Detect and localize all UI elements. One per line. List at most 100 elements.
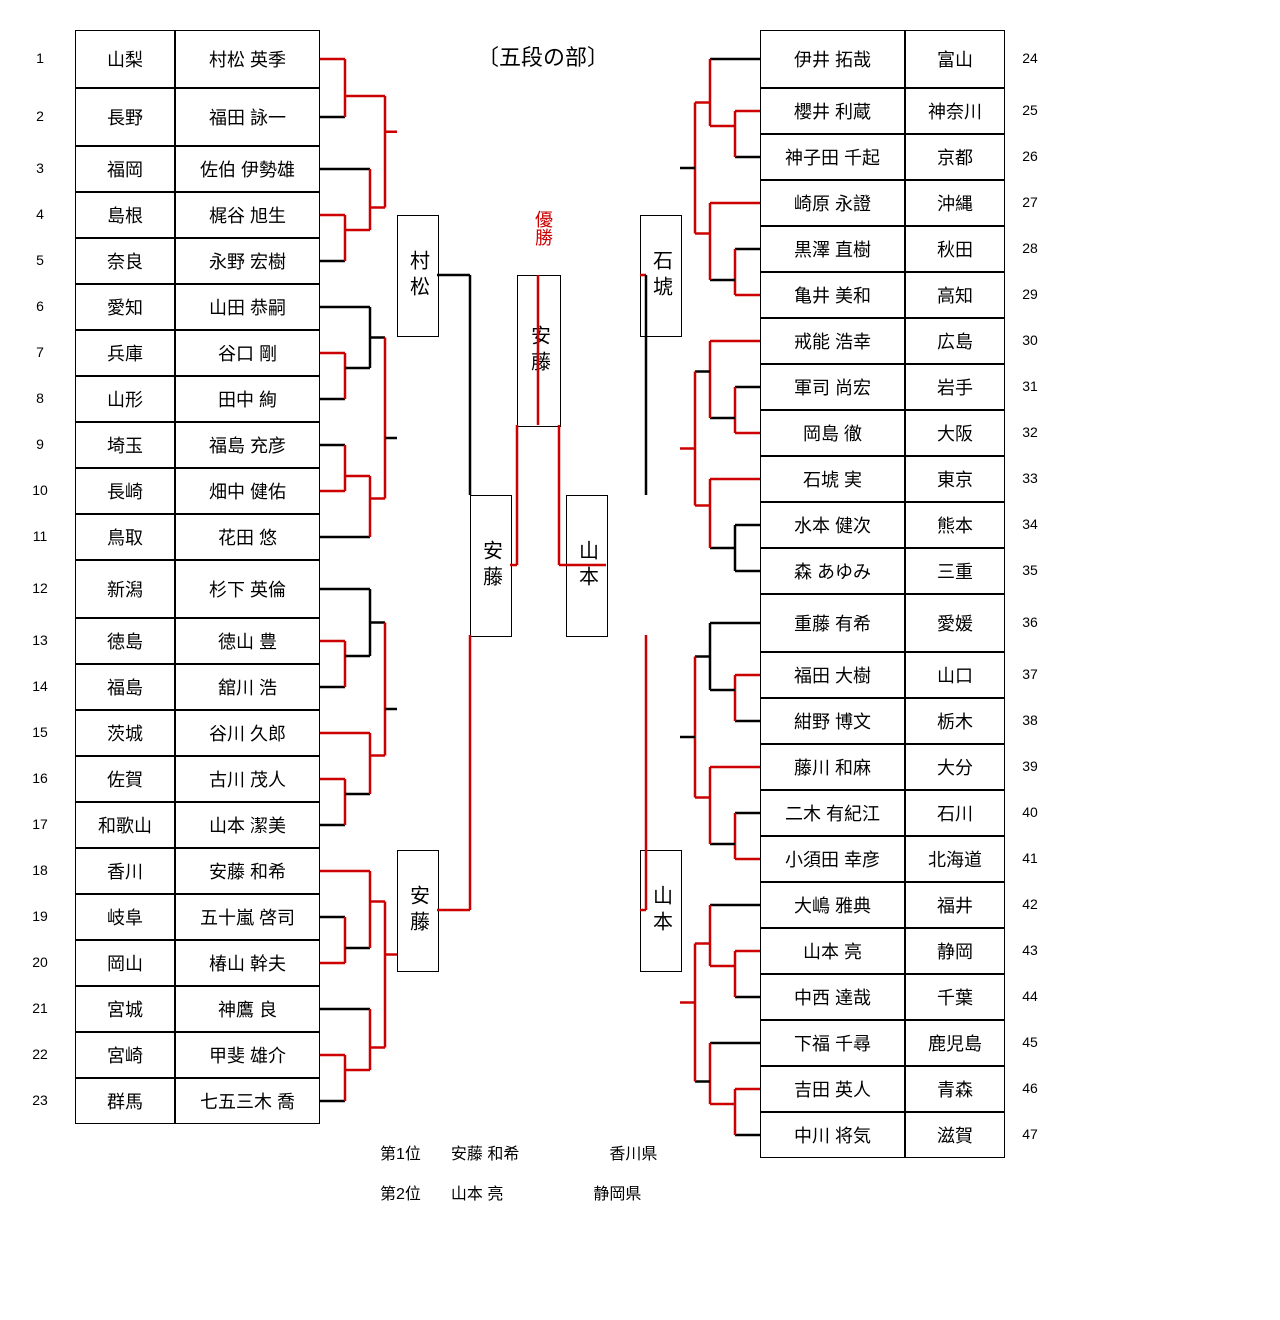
entry-name: 藤川 和麻 [760,744,905,790]
entry-name: 山田 恭嗣 [175,284,320,330]
entry-prefecture: 熊本 [905,502,1005,548]
entry-number: 3 [25,160,55,176]
result-pref: 香川県 [609,1140,657,1164]
entry-number: 11 [25,528,55,544]
entry-prefecture: 秋田 [905,226,1005,272]
entry-number: 31 [1015,378,1045,394]
entry-name: 福田 詠一 [175,88,320,146]
entry-number: 23 [25,1092,55,1108]
entry-number: 32 [1015,424,1045,440]
entry-name: 椿山 幹夫 [175,940,320,986]
result-row: 第1位 安藤 和希 香川県 [380,1140,657,1164]
entry-prefecture: 高知 [905,272,1005,318]
entry-prefecture: 宮崎 [75,1032,175,1078]
entry-number: 39 [1015,758,1045,774]
entry-number: 44 [1015,988,1045,1004]
entry-name: 花田 悠 [175,514,320,560]
entry-number: 45 [1015,1034,1045,1050]
entry-name: 甲斐 雄介 [175,1032,320,1078]
entry-prefecture: 東京 [905,456,1005,502]
result-pref: 静岡県 [593,1180,641,1204]
entry-name: 福田 大樹 [760,652,905,698]
entry-name: 五十嵐 啓司 [175,894,320,940]
entry-number: 47 [1015,1126,1045,1142]
entry-number: 22 [25,1046,55,1062]
entry-number: 40 [1015,804,1045,820]
result-rank: 第2位 [380,1180,421,1204]
entry-name: 梶谷 旭生 [175,192,320,238]
entry-number: 18 [25,862,55,878]
entry-name: 古川 茂人 [175,756,320,802]
entry-number: 17 [25,816,55,832]
entry-prefecture: 大分 [905,744,1005,790]
entry-prefecture: 青森 [905,1066,1005,1112]
entry-name: 二木 有紀江 [760,790,905,836]
winner-label: 優勝 [530,210,556,246]
entry-number: 13 [25,632,55,648]
entry-name: 伊井 拓哉 [760,30,905,88]
entry-number: 8 [25,390,55,406]
entry-prefecture: 宮城 [75,986,175,1032]
entry-prefecture: 新潟 [75,560,175,618]
entry-name: 七五三木 喬 [175,1078,320,1124]
entry-number: 30 [1015,332,1045,348]
entry-name: 下福 千尋 [760,1020,905,1066]
entry-prefecture: 兵庫 [75,330,175,376]
entry-name: 杉下 英倫 [175,560,320,618]
entry-name: 崎原 永證 [760,180,905,226]
entry-number: 35 [1015,562,1045,578]
entry-prefecture: 群馬 [75,1078,175,1124]
entry-prefecture: 香川 [75,848,175,894]
entry-prefecture: 沖縄 [905,180,1005,226]
entry-name: 黒澤 直樹 [760,226,905,272]
entry-number: 27 [1015,194,1045,210]
entry-prefecture: 静岡 [905,928,1005,974]
entry-number: 33 [1015,470,1045,486]
entry-prefecture: 滋賀 [905,1112,1005,1158]
entry-name: 永野 宏樹 [175,238,320,284]
entry-prefecture: 福井 [905,882,1005,928]
entry-name: 森 あゆみ [760,548,905,594]
entry-number: 37 [1015,666,1045,682]
entry-number: 4 [25,206,55,222]
advance-box: 安藤 [397,850,439,972]
entry-number: 42 [1015,896,1045,912]
entry-number: 28 [1015,240,1045,256]
result-row: 第2位 山本 亮 静岡県 [380,1180,641,1204]
entry-prefecture: 岡山 [75,940,175,986]
result-name: 安藤 和希 [451,1140,519,1164]
entry-name: 水本 健次 [760,502,905,548]
entry-prefecture: 三重 [905,548,1005,594]
result-rank: 第1位 [380,1140,421,1164]
entry-name: 紺野 博文 [760,698,905,744]
entry-name: 舘川 浩 [175,664,320,710]
entry-name: 櫻井 利蔵 [760,88,905,134]
entry-number: 46 [1015,1080,1045,1096]
entry-number: 38 [1015,712,1045,728]
entry-prefecture: 福岡 [75,146,175,192]
entry-prefecture: 千葉 [905,974,1005,1020]
entry-number: 36 [1015,614,1045,630]
entry-number: 16 [25,770,55,786]
entry-name: 中川 将気 [760,1112,905,1158]
entry-number: 9 [25,436,55,452]
entry-prefecture: 鳥取 [75,514,175,560]
entry-name: 安藤 和希 [175,848,320,894]
entry-name: 谷川 久郎 [175,710,320,756]
entry-prefecture: 富山 [905,30,1005,88]
entry-prefecture: 広島 [905,318,1005,364]
advance-box: 石㙈 [640,215,682,337]
entry-prefecture: 鹿児島 [905,1020,1005,1066]
entry-name: 軍司 尚宏 [760,364,905,410]
entry-number: 19 [25,908,55,924]
entry-name: 小須田 幸彦 [760,836,905,882]
entry-number: 41 [1015,850,1045,866]
entry-name: 重藤 有希 [760,594,905,652]
entry-name: 福島 充彦 [175,422,320,468]
entry-number: 25 [1015,102,1045,118]
entry-name: 石㙈 実 [760,456,905,502]
advance-box: 村松 [397,215,439,337]
advance-box: 山本 [566,495,608,637]
entry-number: 24 [1015,50,1045,66]
entry-prefecture: 石川 [905,790,1005,836]
